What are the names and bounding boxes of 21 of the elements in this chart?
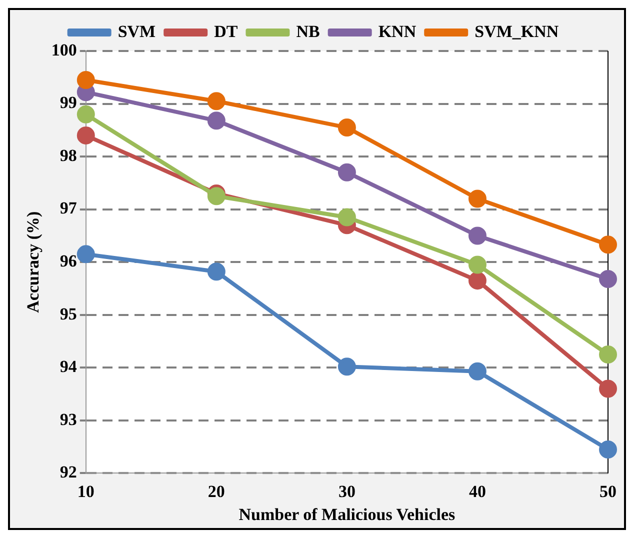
legend-label: SVM_KNN bbox=[474, 22, 560, 41]
y-tick-label: 92 bbox=[60, 462, 77, 482]
x-tick-label: 20 bbox=[208, 482, 225, 501]
y-tick-label: 99 bbox=[60, 93, 77, 112]
x-tick-label: 50 bbox=[600, 482, 616, 501]
legend-label: DT bbox=[214, 22, 238, 41]
legend-label: SVM bbox=[118, 22, 156, 41]
y-tick-label: 100 bbox=[51, 40, 77, 60]
x-tick-label: 40 bbox=[468, 482, 486, 501]
y-tick-label: 96 bbox=[60, 251, 77, 270]
y-axis-title: Accuracy (%) bbox=[24, 211, 43, 313]
legend-label: NB bbox=[296, 22, 320, 41]
legend-label: KNN bbox=[378, 22, 417, 41]
y-tick-label: 94 bbox=[60, 357, 78, 376]
y-tick-label: 97 bbox=[60, 198, 78, 218]
x-tick-label: 10 bbox=[77, 482, 94, 501]
y-tick-label: 95 bbox=[60, 304, 77, 324]
x-tick-label: 30 bbox=[338, 482, 356, 501]
y-tick-label: 93 bbox=[60, 410, 77, 429]
y-tick-label: 98 bbox=[60, 146, 77, 165]
x-axis-title: Number of Malicious Vehicles bbox=[238, 505, 456, 524]
